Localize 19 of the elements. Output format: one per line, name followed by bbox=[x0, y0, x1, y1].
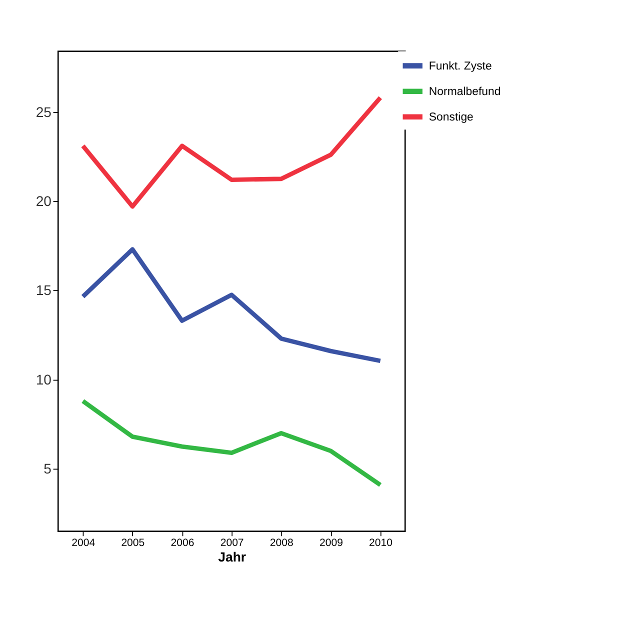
x-tick-label: 2004 bbox=[72, 536, 96, 549]
y-tick-label: 25 bbox=[36, 104, 52, 120]
x-tick-label: 2009 bbox=[319, 536, 344, 549]
y-tick-label: 15 bbox=[36, 282, 52, 298]
legend-label: Normalbefund bbox=[428, 86, 501, 98]
legend-label: Sonstige bbox=[428, 111, 474, 124]
y-tick-label: 5 bbox=[44, 460, 52, 477]
line-series bbox=[80, 247, 383, 364]
x-tick-label: 2010 bbox=[369, 536, 393, 549]
line-series bbox=[80, 398, 383, 488]
line-series bbox=[80, 95, 383, 209]
x-tick-label: 2005 bbox=[121, 536, 145, 549]
x-axis-title: Jahr bbox=[218, 550, 246, 565]
x-tick-label: 2006 bbox=[170, 536, 194, 549]
x-tick-label: 2008 bbox=[270, 536, 294, 549]
legend-label: Funkt. Zyste bbox=[428, 60, 492, 72]
y-tick-label: 10 bbox=[36, 371, 52, 388]
x-tick-label: 2007 bbox=[220, 536, 244, 549]
y-tick-label: 20 bbox=[36, 193, 52, 210]
